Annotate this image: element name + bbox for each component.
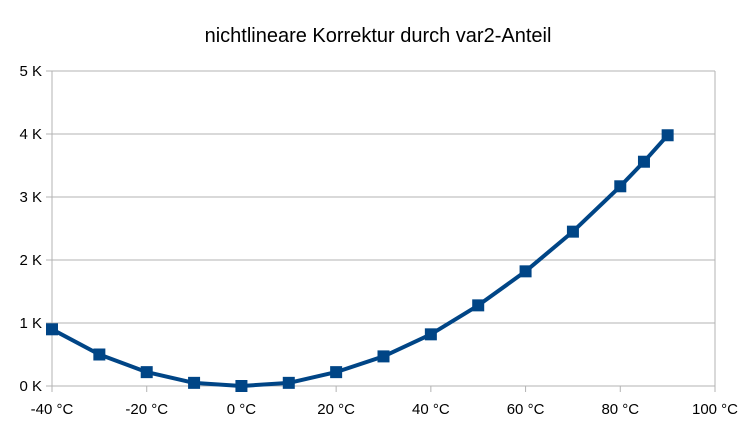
y-tick-label: 4 K — [19, 126, 42, 143]
data-point-marker — [46, 323, 58, 336]
x-tick-label: -40 °C — [31, 401, 74, 418]
plot-area — [46, 129, 674, 392]
data-point-marker — [637, 155, 650, 168]
x-tick-label: 100 °C — [692, 401, 738, 418]
x-tick-label: 60 °C — [507, 401, 545, 418]
x-axis-tick-labels: -40 °C -20 °C 0 °C 20 °C 40 °C 60 °C 80 °C 100 … — [31, 401, 739, 418]
data-point-marker — [519, 265, 532, 278]
data-point-marker — [330, 366, 343, 379]
x-tick-label: 80 °C — [601, 401, 639, 418]
data-point-marker — [472, 299, 485, 312]
axes — [46, 70, 716, 392]
x-tick-label: 0 °C — [227, 401, 257, 418]
series-line — [50, 133, 670, 388]
data-point-marker — [566, 225, 579, 238]
x-tick-label: 40 °C — [412, 401, 450, 418]
data-point-marker — [93, 348, 106, 361]
data-point-marker — [140, 366, 153, 379]
x-tick-label: 20 °C — [317, 401, 355, 418]
gridlines — [52, 70, 715, 324]
data-point-marker — [235, 380, 248, 392]
y-tick-label: 2 K — [19, 252, 42, 269]
y-tick-label: 3 K — [19, 189, 42, 206]
y-tick-label: 5 K — [19, 63, 42, 80]
y-tick-label: 0 K — [19, 378, 42, 395]
data-point-marker — [424, 328, 437, 341]
x-tick-label: -20 °C — [125, 401, 168, 418]
y-tick-label: 1 K — [19, 315, 42, 332]
y-axis-tick-labels: 0 K 1 K 2 K 3 K 4 K 5 K — [19, 63, 42, 395]
data-point-marker — [661, 129, 674, 142]
data-point-marker — [188, 376, 201, 389]
chart-title: nichtlineare Korrektur durch var2-Anteil — [205, 25, 552, 47]
data-point-marker — [377, 350, 390, 363]
data-point-marker — [614, 180, 627, 193]
data-point-marker — [282, 376, 295, 389]
